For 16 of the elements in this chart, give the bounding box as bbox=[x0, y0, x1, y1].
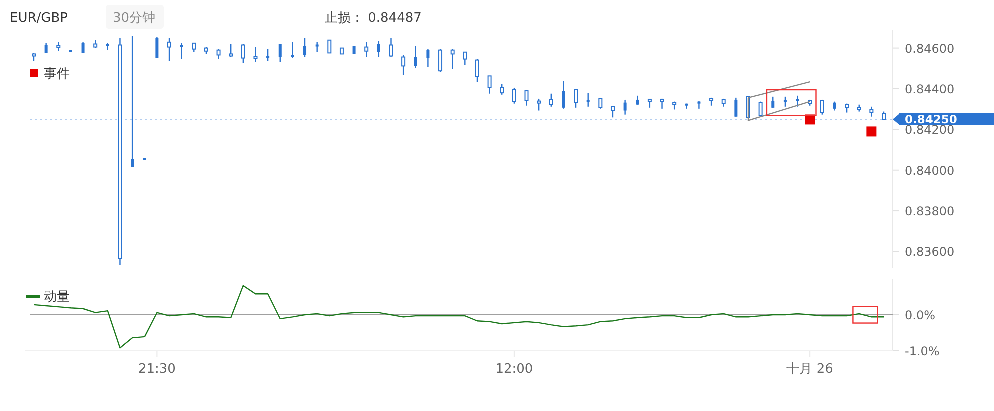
y-tick-label: 0.83600 bbox=[905, 245, 955, 260]
y-tick-label: 0.0% bbox=[905, 308, 936, 322]
legend-label: 动量 bbox=[44, 290, 70, 305]
y-tick-label: 0.84600 bbox=[905, 42, 955, 56]
y-tick-label: -1.0% bbox=[905, 344, 940, 358]
x-tick-label: 21:30 bbox=[138, 362, 176, 377]
y-tick-label: 0.84400 bbox=[905, 82, 955, 96]
x-tick-label: 12:00 bbox=[496, 362, 534, 377]
chart-subtitle: 30分钟 bbox=[113, 11, 156, 26]
chart-title: EUR/GBP bbox=[10, 11, 68, 26]
y-tick-label: 0.84000 bbox=[905, 164, 955, 178]
x-tick-label: 十月 26 bbox=[786, 362, 834, 377]
text: 止损： 0.84487 bbox=[325, 11, 422, 26]
y-tick-label: 0.83800 bbox=[905, 204, 955, 219]
line-series bbox=[33, 285, 885, 349]
legend-label: 事件 bbox=[44, 67, 70, 82]
